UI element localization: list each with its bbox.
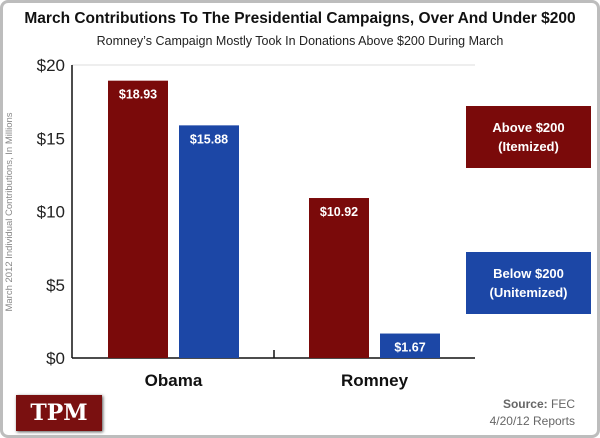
x-category-label: Obama — [145, 371, 203, 390]
chart-title: March Contributions To The Presidential … — [24, 10, 576, 27]
tpm-logo: TPM — [16, 395, 102, 431]
bar-obama-0 — [108, 80, 168, 358]
chart-subtitle: Romney’s Campaign Mostly Took In Donatio… — [96, 34, 504, 48]
bar-obama-1 — [179, 125, 239, 358]
source-date: 4/20/12 Reports — [489, 414, 575, 428]
y-tick-label: $5 — [46, 276, 65, 295]
source-note: Source: FEC 4/20/12 Reports — [490, 396, 575, 430]
bar-data-label: $10.92 — [320, 205, 358, 219]
chart-header: March Contributions To The Presidential … — [3, 9, 597, 49]
bar-data-label: $15.88 — [190, 132, 228, 146]
source-label: Source: — [502, 397, 548, 411]
bar-data-label: $1.67 — [394, 341, 425, 355]
legend-below-200: Below $200 (Unitemized) — [466, 252, 591, 314]
x-category-label: Romney — [341, 371, 409, 390]
source-value: FEC — [551, 397, 575, 411]
y-tick-label: $10 — [37, 203, 65, 222]
plot-area: $0 $5 $10 $15 $20 $18.93 $15.88 Obama $10.92 $1.6… — [37, 56, 475, 390]
bar-data-label: $18.93 — [119, 88, 157, 102]
y-tick-label: $15 — [37, 129, 65, 148]
y-tick-label: $0 — [46, 349, 65, 368]
bar-romney-1 — [380, 333, 440, 358]
y-tick-label: $20 — [37, 56, 65, 75]
legend-above-200: Above $200 (Itemized) — [466, 106, 591, 168]
bar-romney-0 — [309, 198, 369, 358]
